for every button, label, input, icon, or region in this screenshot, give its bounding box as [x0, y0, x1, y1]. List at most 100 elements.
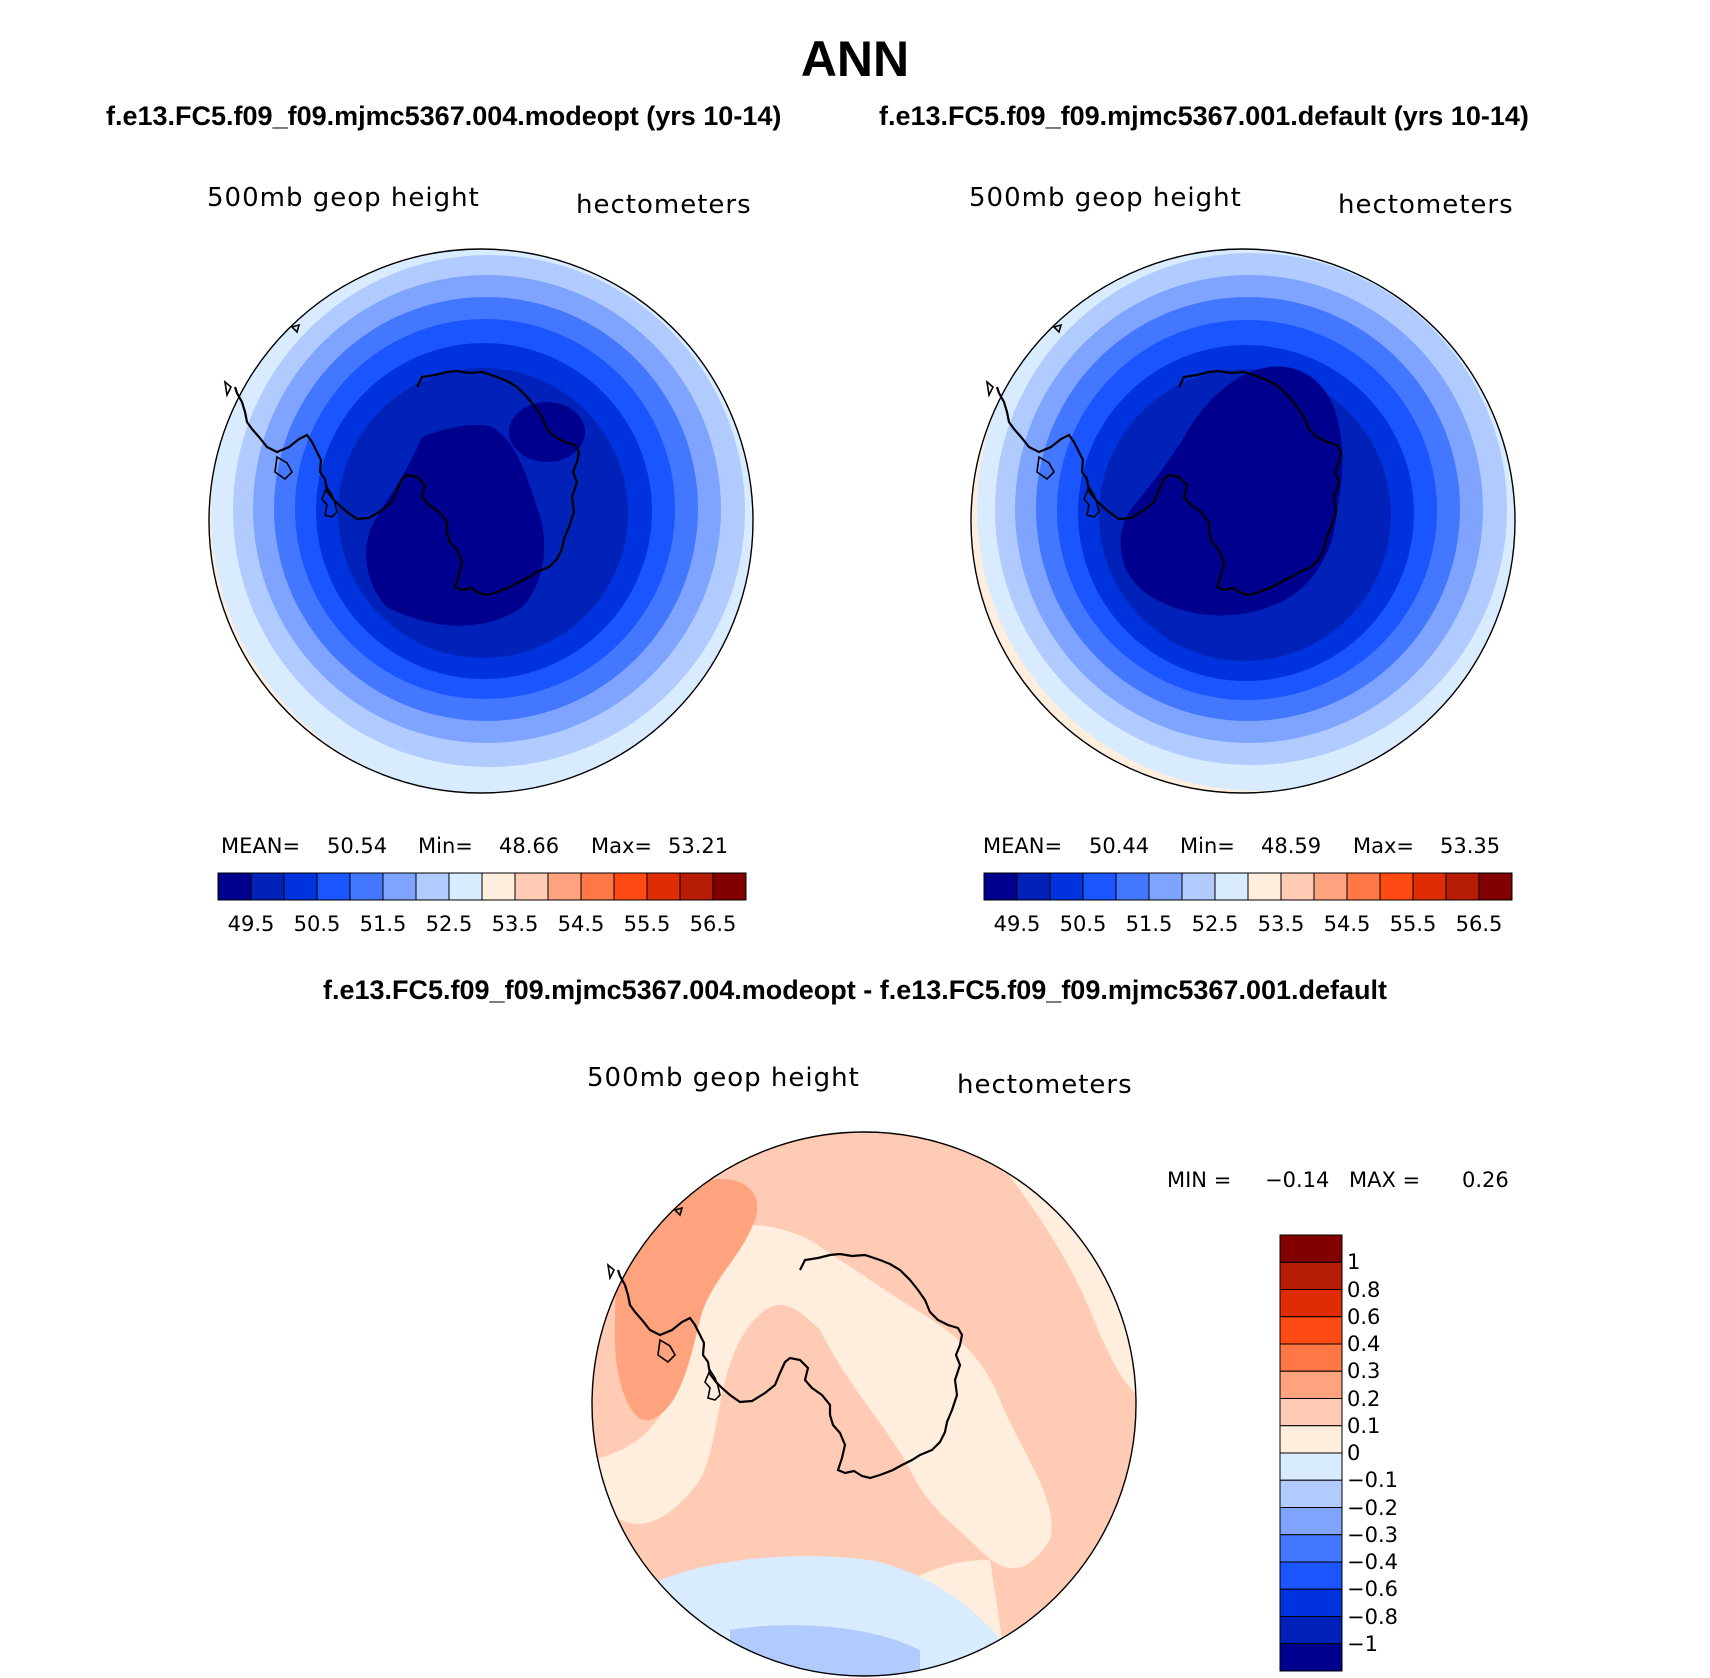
diff-colorbar-tick-label: 0.4 [1347, 1332, 1381, 1356]
left-min-label: Min= [418, 834, 473, 858]
diff-colorbar-swatch [1279, 1561, 1343, 1590]
right-units-label: hectometers [1338, 190, 1514, 220]
right-colorbar-tick-label: 56.5 [1455, 912, 1503, 936]
left-colorbar-swatch [217, 872, 252, 901]
left-min-value: 48.66 [499, 834, 560, 858]
diff-colorbar-tick-label: 0.1 [1347, 1413, 1381, 1438]
right-colorbar-tick-label: 51.5 [1125, 912, 1173, 936]
page-title: ANN [800, 31, 910, 87]
left-colorbar-swatch [250, 872, 285, 901]
diff-colorbar-swatch [1279, 1534, 1343, 1563]
right-variable-label: 500mb geop height [969, 183, 1242, 213]
diff-min-label: MIN = [1167, 1168, 1232, 1192]
left-colorbar-swatch [481, 872, 516, 901]
right-colorbar-tick-label: 54.5 [1323, 912, 1371, 936]
diff-colorbar-swatch [1279, 1316, 1343, 1345]
left-colorbar-tick-label: 56.5 [689, 912, 737, 936]
diff-colorbar-tick-label: 0.8 [1347, 1277, 1381, 1302]
diff-colorbar-tick-label: 0 [1347, 1441, 1361, 1465]
right-colorbar-tick-label: 53.5 [1257, 912, 1305, 936]
right-mean-label: MEAN= [983, 834, 1063, 858]
left-colorbar-tick-label: 54.5 [557, 912, 605, 936]
diff-min-value: −0.14 [1265, 1168, 1330, 1192]
right-colorbar-swatch [1280, 872, 1315, 901]
left-colorbar-swatch [316, 872, 351, 901]
right-max-label: Max= [1353, 834, 1415, 858]
left-colorbar-swatch [415, 872, 450, 901]
right-max-value: 53.35 [1440, 834, 1501, 858]
left-colorbar-tick-label: 52.5 [425, 912, 473, 936]
diff-max-label: MAX = [1349, 1168, 1421, 1192]
left-mean-value: 50.54 [327, 834, 388, 858]
difference-title: f.e13.FC5.f09_f09.mjmc5367.004.modeopt -… [322, 975, 1387, 1005]
right-colorbar-tick-label: 55.5 [1389, 912, 1437, 936]
right-colorbar-swatch [1379, 872, 1414, 901]
diff-colorbar-swatch [1279, 1507, 1343, 1536]
diff-colorbar-swatch [1279, 1452, 1343, 1481]
left-colorbar-swatch [679, 872, 714, 901]
right-colorbar-swatch [1049, 872, 1084, 901]
right-colorbar-swatch [1247, 872, 1282, 901]
right-colorbar-swatch [1148, 872, 1183, 901]
left-colorbar-swatch [712, 872, 747, 901]
left-variable-label: 500mb geop height [207, 183, 480, 213]
diff-colorbar-tick-label: −1 [1347, 1631, 1378, 1656]
left-colorbar-swatch [613, 872, 648, 901]
right-mean-value: 50.44 [1089, 834, 1150, 858]
diff-colorbar-tick-label: −0.2 [1347, 1495, 1398, 1520]
left-units-label: hectometers [576, 190, 752, 220]
left-polar-map [208, 248, 754, 794]
diff-colorbar-tick-label: −0.3 [1347, 1522, 1398, 1547]
difference-polar-map [591, 1131, 1137, 1677]
left-case-title: f.e13.FC5.f09_f09.mjmc5367.004.modeopt (… [106, 101, 782, 131]
left-colorbar-swatch [646, 872, 681, 901]
diff-colorbar-swatch [1279, 1479, 1343, 1508]
diff-colorbar-swatch [1279, 1643, 1343, 1672]
left-max-label: Max= [591, 834, 653, 858]
left-colorbar [217, 872, 747, 901]
left-colorbar-tick-label: 51.5 [359, 912, 407, 936]
left-colorbar-tick-label: 55.5 [623, 912, 671, 936]
right-colorbar-swatch [1016, 872, 1051, 901]
left-colorbar-swatch [283, 872, 318, 901]
diff-colorbar-tick-label: −0.8 [1347, 1604, 1398, 1629]
right-colorbar [983, 872, 1513, 901]
right-min-value: 48.59 [1261, 834, 1322, 858]
left-colorbar-tick-label: 50.5 [293, 912, 341, 936]
right-colorbar-swatch [1214, 872, 1249, 901]
diff-colorbar-swatch [1279, 1425, 1343, 1454]
right-colorbar-swatch [1346, 872, 1381, 901]
left-mean-label: MEAN= [221, 834, 301, 858]
right-colorbar-tick-label: 52.5 [1191, 912, 1239, 936]
left-colorbar-tick-label: 53.5 [491, 912, 539, 936]
diff-colorbar-tick-label: 1 [1347, 1250, 1361, 1275]
right-colorbar-swatch [1478, 872, 1513, 901]
right-polar-map [970, 248, 1516, 794]
diff-colorbar-tick-label: −0.1 [1347, 1468, 1398, 1493]
diff-colorbar-swatch [1279, 1398, 1343, 1427]
right-colorbar-tick-label: 49.5 [993, 912, 1041, 936]
left-colorbar-swatch [514, 872, 549, 901]
diff-colorbar-tick-label: 0.3 [1347, 1359, 1381, 1384]
diff-colorbar-swatch [1279, 1261, 1343, 1290]
diff-colorbar-tick-label: −0.6 [1347, 1577, 1398, 1602]
right-colorbar-swatch [1082, 872, 1117, 901]
diff-max-value: 0.26 [1462, 1168, 1509, 1192]
left-colorbar-swatch [382, 872, 417, 901]
right-colorbar-swatch [1445, 872, 1480, 901]
right-case-title: f.e13.FC5.f09_f09.mjmc5367.001.default (… [879, 101, 1529, 131]
diff-variable-label: 500mb geop height [587, 1063, 860, 1093]
diff-colorbar-swatch [1279, 1234, 1343, 1263]
left-max-value: 53.21 [668, 834, 729, 858]
diff-colorbar-swatch [1279, 1343, 1343, 1372]
diff-colorbar-swatch [1279, 1588, 1343, 1617]
right-colorbar-swatch [1181, 872, 1216, 901]
right-colorbar-tick-label: 50.5 [1059, 912, 1107, 936]
right-colorbar-swatch [1313, 872, 1348, 901]
left-colorbar-swatch [448, 872, 483, 901]
right-colorbar-swatch [1115, 872, 1150, 901]
difference-colorbar [1279, 1234, 1343, 1672]
diff-colorbar-tick-label: −0.4 [1347, 1550, 1398, 1574]
diff-units-label: hectometers [957, 1070, 1133, 1100]
left-colorbar-swatch [580, 872, 615, 901]
